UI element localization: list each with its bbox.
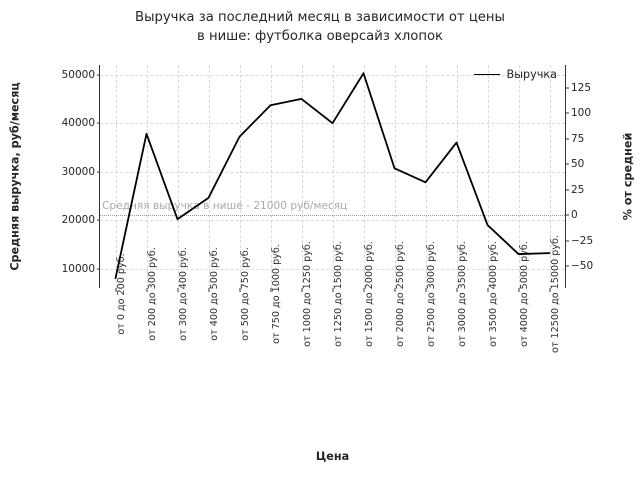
plot-area: 10000 20000 30000 40000 50000 −50 −25 0 25 50 75 1… (62, 65, 593, 353)
y-tick-label-left: 50000 (61, 68, 95, 81)
y-tick-mark-right (565, 87, 569, 89)
x-tick-mark (208, 288, 209, 292)
y-tick-mark-right (565, 138, 569, 140)
x-tick-mark (456, 288, 457, 292)
chart-legend: Выручка (473, 68, 557, 81)
y-tick-label-left: 10000 (61, 262, 95, 275)
legend-label-revenue: Выручка (506, 68, 557, 81)
gridline-vertical (301, 65, 303, 288)
x-tick-mark (270, 288, 271, 292)
x-tick-mark (332, 288, 333, 292)
y-tick-label-right: 125 (571, 82, 592, 95)
y-tick-label-left: 30000 (61, 165, 95, 178)
axis-spine-left (99, 65, 101, 288)
y-tick-label-right: 75 (571, 132, 585, 145)
y-axis-right-title-text: % от средней (621, 132, 635, 221)
y-tick-label-right: −25 (571, 234, 594, 247)
x-tick-mark (487, 288, 488, 292)
x-tick-mark (146, 288, 147, 292)
x-tick-mark (394, 288, 395, 292)
y-tick-mark-left (96, 268, 100, 270)
y-tick-label-right: −50 (571, 260, 594, 273)
gridline-vertical (146, 65, 148, 288)
x-axis-title: Цена (315, 450, 350, 463)
y-tick-mark-left (96, 122, 100, 124)
gridline-vertical (177, 65, 179, 288)
y-tick-label-left: 20000 (61, 214, 95, 227)
gridline-vertical (394, 65, 396, 288)
y-tick-mark-right (565, 112, 569, 114)
y-tick-label-right: 100 (571, 107, 592, 120)
y-tick-mark-right (565, 240, 569, 242)
y-tick-label-right: 50 (571, 158, 585, 171)
axis-spine-right (564, 65, 566, 288)
mean-annotation-label: Средняя выручка в нише - 21000 руб/месяц (102, 200, 348, 213)
y-tick-mark-right (565, 265, 569, 267)
gridline-vertical (239, 65, 241, 288)
series-line-Выручка (114, 72, 551, 280)
x-tick-mark (518, 288, 519, 292)
y-tick-label-right: 0 (571, 209, 578, 222)
y-axis-right-title: % от средней (618, 65, 638, 288)
y-tick-label-left: 40000 (61, 117, 95, 130)
y-tick-mark-right (565, 189, 569, 191)
revenue-line-series (114, 72, 551, 280)
x-tick-mark (239, 288, 240, 292)
gridline-vertical (332, 65, 334, 288)
y-tick-label-right: 25 (571, 183, 585, 196)
x-tick-mark (425, 288, 426, 292)
gridline-vertical (115, 65, 117, 288)
y-tick-mark-left (96, 219, 100, 221)
x-tick-mark (115, 288, 116, 292)
legend-swatch-revenue (473, 74, 500, 75)
gridline-vertical (270, 65, 272, 288)
gridline-vertical (456, 65, 458, 288)
y-tick-mark-left (96, 74, 100, 76)
x-tick-mark (177, 288, 178, 292)
gridline-vertical (487, 65, 489, 288)
gridline-vertical (425, 65, 427, 288)
y-tick-mark-left (96, 171, 100, 173)
y-axis-left-title-text: Средняя выручка, руб/месяц (8, 82, 22, 271)
gridline-vertical (363, 65, 365, 288)
gridline-vertical (549, 65, 551, 288)
mean-reference-line (100, 215, 565, 217)
y-tick-mark-right (565, 214, 569, 216)
x-tick-mark (363, 288, 364, 292)
x-tick-mark (549, 288, 550, 292)
gridline-vertical (518, 65, 520, 288)
chart-title: Выручка за последний месяц в зависимости… (135, 10, 505, 44)
x-tick-mark (301, 288, 302, 292)
y-axis-left-title: Средняя выручка, руб/месяц (6, 65, 24, 288)
y-tick-mark-right (565, 163, 569, 165)
gridline-vertical (208, 65, 210, 288)
